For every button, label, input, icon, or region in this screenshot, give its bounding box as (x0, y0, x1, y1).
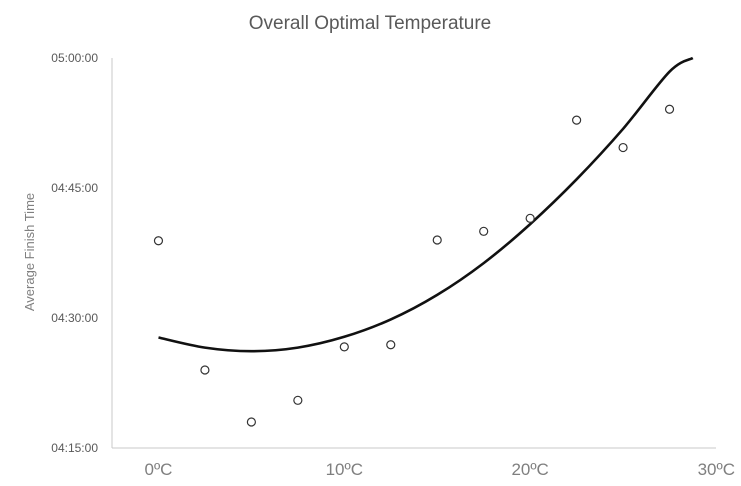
data-point (153, 236, 164, 246)
data-point (293, 395, 303, 405)
x-tick-label: 0ºC (144, 460, 172, 479)
data-points (153, 104, 675, 427)
y-tick-labels: 04:15:00 04:30:00 04:45:00 05:00:00 (51, 51, 98, 455)
trend-line (158, 56, 694, 353)
x-tick-label: 10ºC (326, 460, 363, 479)
data-point (572, 115, 582, 125)
data-point (525, 213, 535, 223)
x-tick-label: 20ºC (511, 460, 548, 479)
data-point (432, 235, 442, 245)
data-point (339, 342, 349, 352)
y-tick-label: 04:45:00 (51, 181, 98, 195)
data-point (386, 340, 396, 350)
data-point (200, 365, 210, 375)
y-tick-label: 04:15:00 (51, 441, 98, 455)
data-point (479, 226, 489, 236)
y-tick-label: 04:30:00 (51, 311, 98, 325)
chart-title: Overall Optimal Temperature (249, 13, 492, 34)
data-point (246, 417, 256, 427)
data-point (618, 142, 628, 153)
data-point (664, 104, 675, 114)
x-tick-labels: 0ºC 10ºC 20ºC 30ºC (144, 460, 735, 479)
y-axis-label: Average Finish Time (22, 193, 37, 311)
x-tick-label: 30ºC (698, 460, 735, 479)
y-tick-label: 05:00:00 (51, 51, 98, 65)
